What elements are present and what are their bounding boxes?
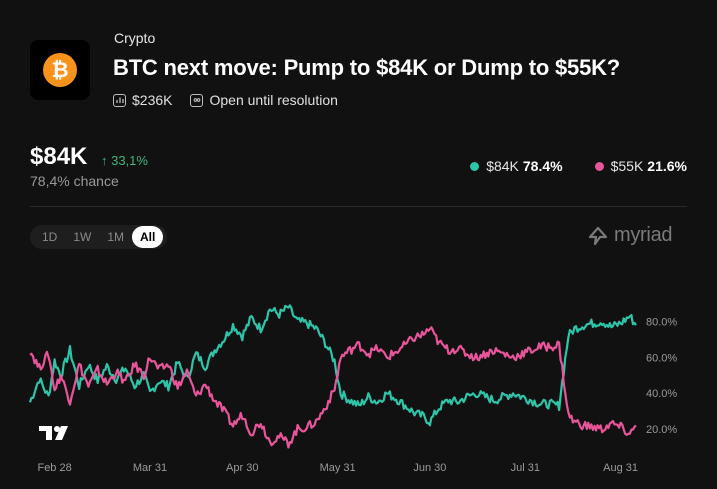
time-range-selector: 1D 1W 1M All [30,225,168,249]
price-change: ↑ 33,1% [101,153,148,168]
volume-chart-icon [113,93,126,107]
infinity-icon [190,93,204,107]
legend-dot-icon [470,161,480,171]
svg-text:₿: ₿ [51,59,68,82]
legend-item-84k[interactable]: $84K 78.4% [470,158,563,174]
x-tick-label: Aug 31 [603,462,638,474]
bitcoin-logo: ₿ [30,40,90,100]
legend-dot-icon [594,161,604,171]
tradingview-icon [39,426,68,440]
divider [30,206,687,207]
myriad-brand: myriad [587,224,673,247]
category-label[interactable]: Crypto [114,30,156,46]
tradingview-logo [39,425,75,446]
range-button-1m[interactable]: 1M [107,230,125,244]
x-tick-label: Jun 30 [413,462,446,474]
legend-item-55k[interactable]: $55K 21.6% [594,158,687,174]
series-line-55k [29,326,637,449]
range-button-1d[interactable]: 1D [42,230,58,244]
market-title: BTC next move: Pump to $84K or Dump to $… [113,55,621,80]
y-tick-label: 20.0% [646,424,677,436]
myriad-logo-icon [588,226,608,245]
x-tick-label: Feb 28 [37,462,71,474]
y-tick-label: 60.0% [646,352,677,364]
legend-label: $55K [610,158,644,174]
x-tick-label: May 31 [320,462,356,474]
chance-label: 78,4% chance [30,173,119,189]
x-tick-label: Jul 31 [511,462,540,474]
x-tick-label: Apr 30 [226,462,258,474]
y-tick-label: 40.0% [646,388,677,400]
volume-value: $236K [132,92,173,108]
x-tick-label: Mar 31 [133,462,167,474]
range-button-1w[interactable]: 1W [73,230,92,244]
legend-value: 78.4% [522,158,563,174]
y-tick-label: 80.0% [646,317,677,329]
resolution-status: Open until resolution [209,92,338,108]
range-button-all[interactable]: All [132,226,164,248]
bitcoin-icon: ₿ [43,53,77,87]
chart-legend: $84K 78.4% $55K 21.6% [470,158,687,174]
legend-label: $84K [486,158,519,174]
legend-value: 21.6% [647,158,687,174]
brand-name: myriad [614,224,673,246]
market-meta: $236K Open until resolution [113,92,338,108]
series-line-84k [28,304,637,427]
leading-outcome-price: $84K [30,143,88,170]
